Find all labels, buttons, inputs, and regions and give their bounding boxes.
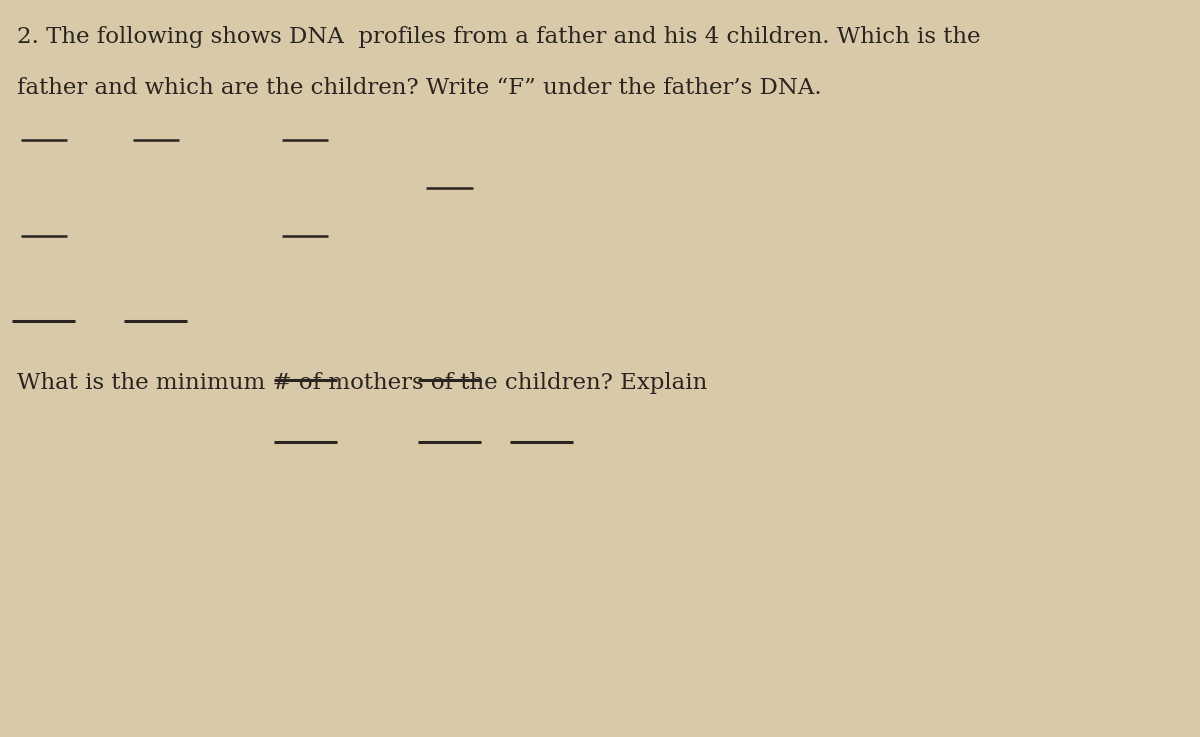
Text: 2. The following shows DNA  profiles from a father and his 4 children. Which is : 2. The following shows DNA profiles from… xyxy=(17,26,980,48)
Text: What is the minimum # of mothers of the children? Explain: What is the minimum # of mothers of the … xyxy=(17,372,708,394)
Text: father and which are the children? Write “F” under the father’s DNA.: father and which are the children? Write… xyxy=(17,77,822,99)
